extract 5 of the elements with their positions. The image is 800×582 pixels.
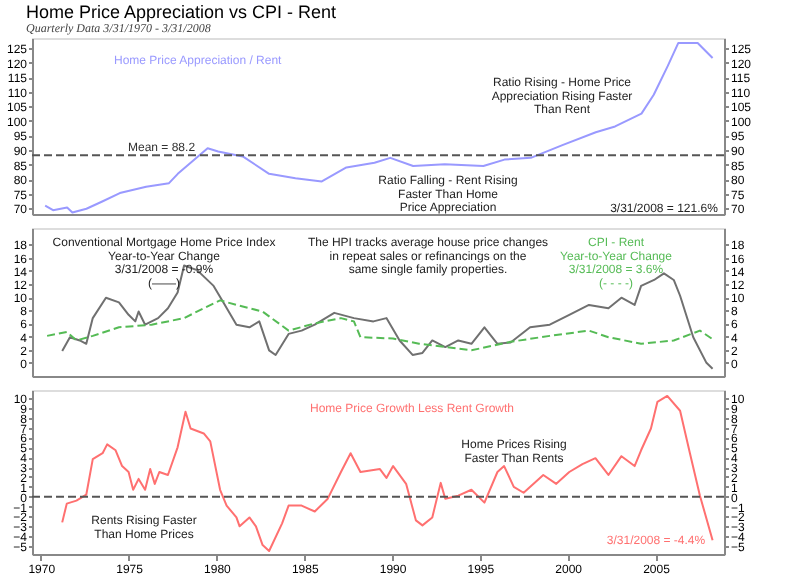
line-series — [61, 394, 714, 553]
chart-title: Home Price Appreciation vs CPI - Rent — [25, 2, 338, 22]
line-series — [46, 299, 714, 352]
line-series — [61, 264, 714, 370]
line-series — [44, 41, 714, 214]
